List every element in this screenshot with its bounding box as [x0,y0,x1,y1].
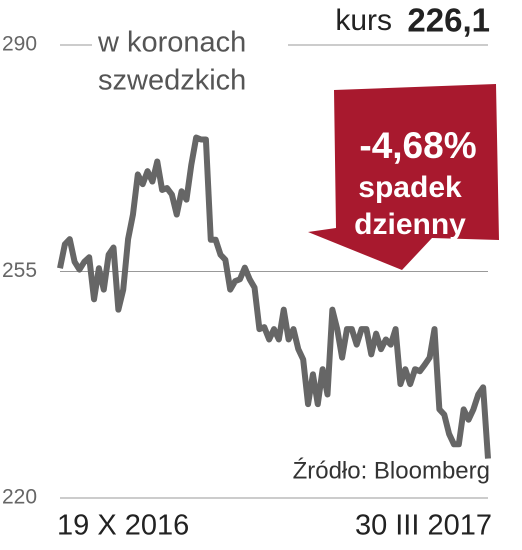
source: Źródło: Bloomberg [293,457,490,484]
current-value: 226,1 [407,2,490,39]
price-line [57,134,491,459]
x-tick-label: 19 X 2016 [57,510,189,542]
subtitle-line: szwedzkich [98,65,246,97]
subtitle-line: w koronach [97,27,246,59]
y-tick-label: 290 [2,33,37,56]
y-tick-label: 220 [2,486,37,509]
badge-text: spadek [358,171,462,204]
badge-text: dzienny [354,208,466,241]
badge-change: -4,68% [359,125,476,166]
subtitle-background [92,26,288,102]
x-tick-label: 30 III 2017 [355,510,492,542]
y-tick-label: 255 [2,259,37,282]
badge [308,84,499,270]
current-label: kurs [335,4,392,37]
